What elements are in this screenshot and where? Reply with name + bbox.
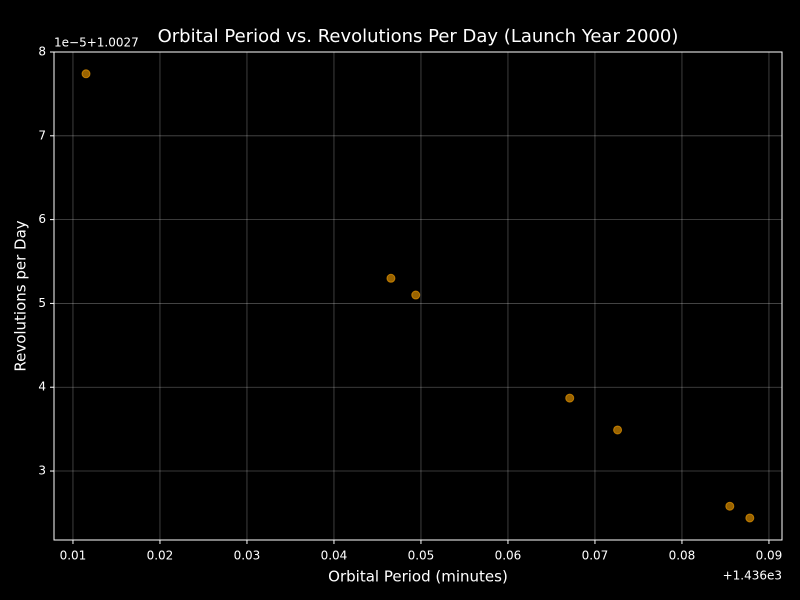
axes-frame	[53, 51, 783, 541]
point	[81, 69, 91, 79]
x-offset-label: +1.436e3	[723, 569, 782, 583]
y-tick-label: 4	[38, 380, 46, 394]
y-axis-label: Revolutions per Day	[12, 220, 30, 371]
point	[613, 425, 623, 435]
y-offset-label: 1e−5+1.0027	[54, 36, 139, 50]
x-tick-label: 0.08	[669, 549, 696, 563]
y-tick-label: 6	[38, 212, 46, 226]
y-tick-label: 3	[38, 464, 46, 478]
x-tick-label: 0.02	[147, 549, 174, 563]
x-tick-label: 0.04	[321, 549, 348, 563]
x-tick-label: 0.09	[756, 549, 783, 563]
x-tick-label: 0.07	[582, 549, 609, 563]
chart-title: Orbital Period vs. Revolutions Per Day (…	[158, 26, 679, 47]
y-tick-label: 8	[38, 45, 46, 59]
point	[411, 290, 421, 300]
point	[725, 501, 735, 511]
y-tick-label: 7	[38, 128, 46, 142]
point	[565, 393, 575, 403]
x-axis-label: Orbital Period (minutes)	[328, 568, 508, 586]
y-tick-label: 5	[38, 296, 46, 310]
x-tick-label: 0.01	[60, 549, 87, 563]
point	[745, 513, 755, 523]
x-tick-label: 0.06	[495, 549, 522, 563]
point	[386, 273, 396, 283]
x-tick-label: 0.05	[408, 549, 435, 563]
x-tick-label: 0.03	[234, 549, 261, 563]
